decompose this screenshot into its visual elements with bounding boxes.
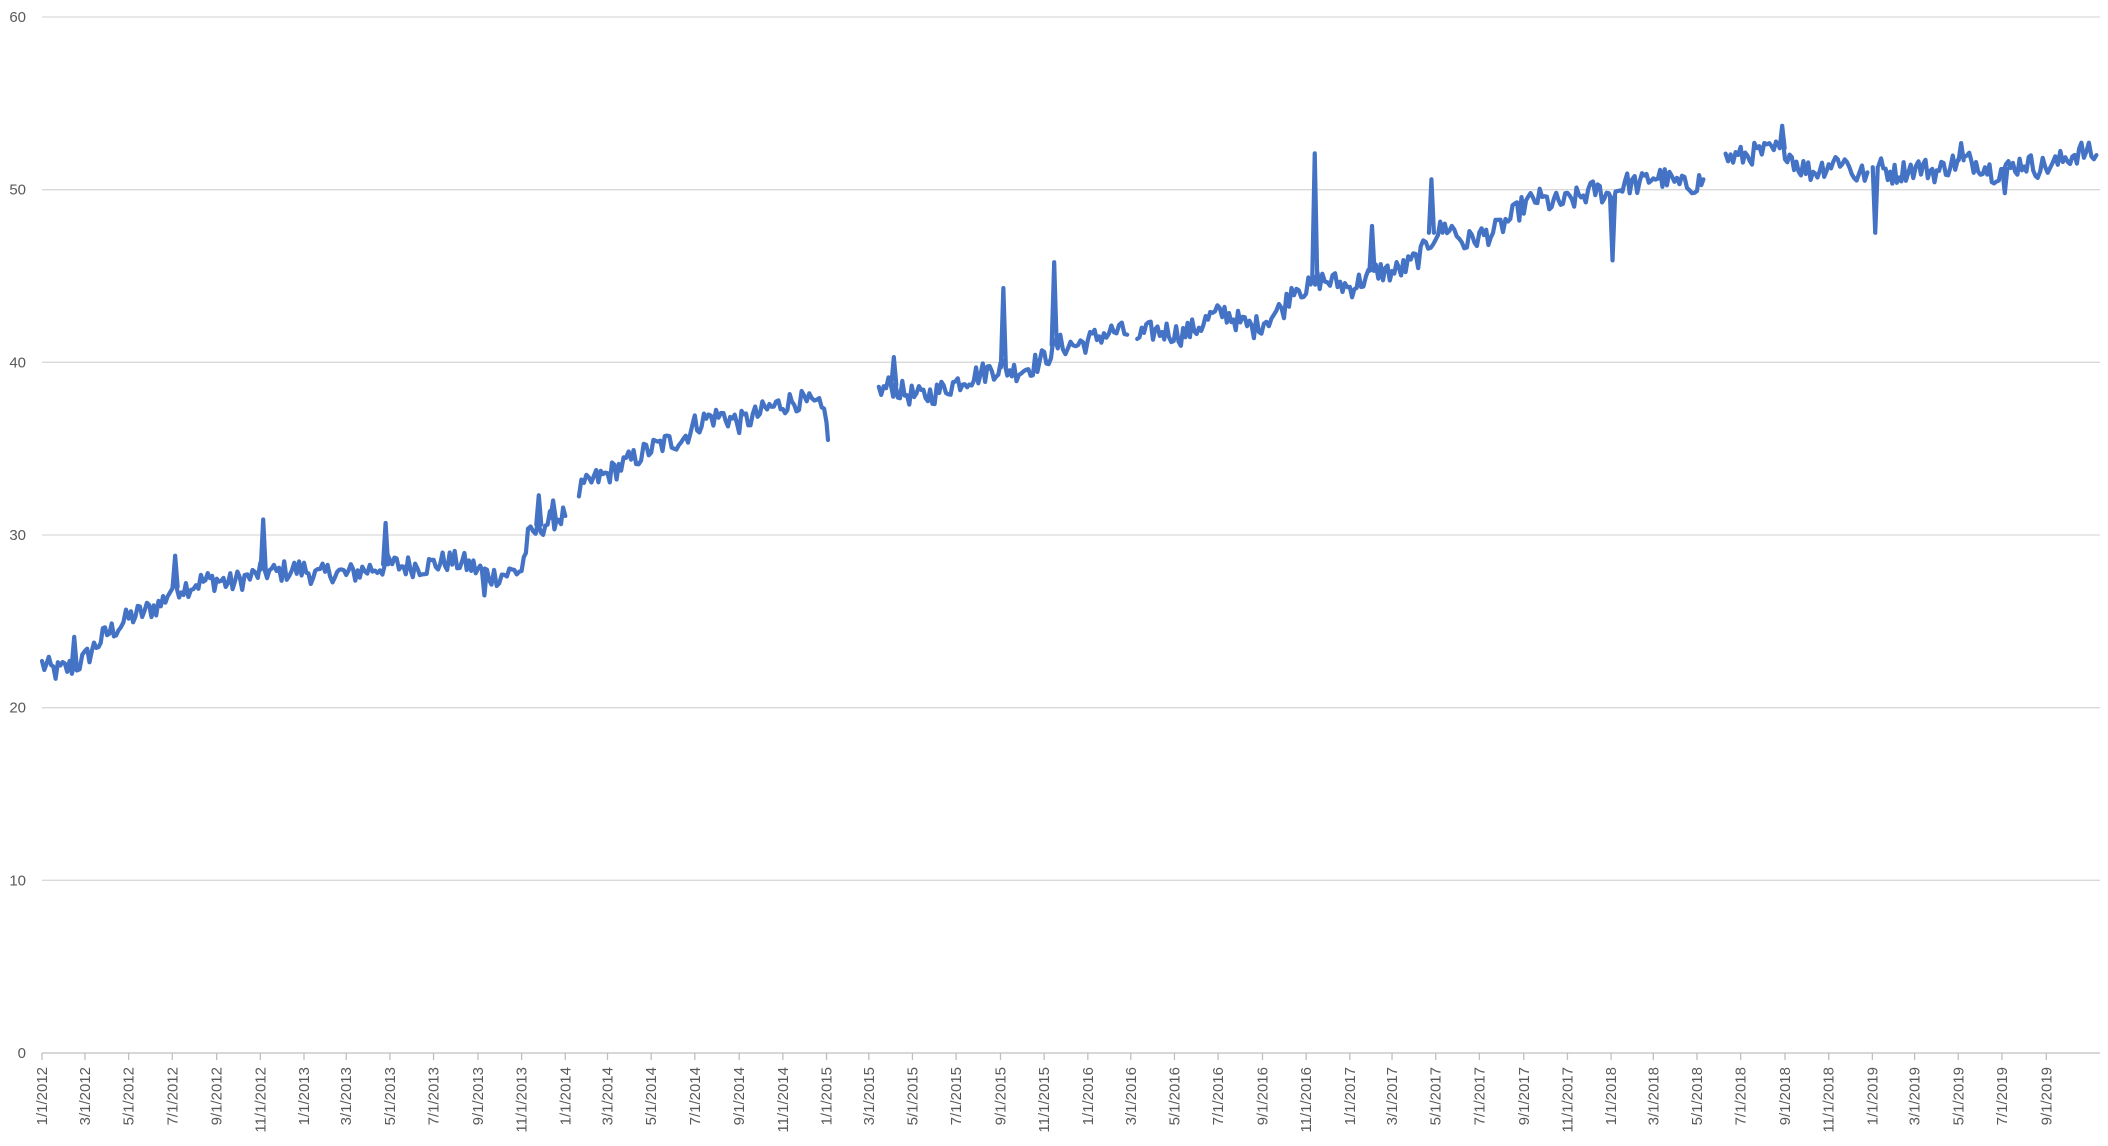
x-tick-label: 9/1/2014 <box>731 1067 748 1125</box>
x-tick-label: 5/1/2013 <box>382 1067 399 1125</box>
series-spike <box>1310 151 1320 282</box>
series-spike <box>258 517 268 572</box>
x-tick-label: 3/1/2016 <box>1123 1067 1140 1125</box>
x-tick-label: 7/1/2018 <box>1733 1067 1750 1125</box>
series-spike <box>998 285 1008 370</box>
y-tick-label: 0 <box>18 1045 26 1062</box>
y-tick-label: 50 <box>9 182 26 199</box>
x-tick-label: 3/1/2014 <box>600 1067 617 1125</box>
series-spike <box>1870 165 1880 235</box>
x-tick-label: 3/1/2018 <box>1645 1067 1662 1125</box>
x-tick-label: 9/1/2016 <box>1254 1067 1271 1125</box>
series-line-segment <box>39 505 568 681</box>
x-tick-label: 7/1/2015 <box>948 1067 965 1125</box>
x-tick-label: 5/1/2012 <box>121 1067 138 1125</box>
series-spike <box>69 634 79 669</box>
x-tick-label: 3/1/2012 <box>77 1067 94 1125</box>
series-line-segment <box>576 388 831 499</box>
series-line-segment <box>1876 140 2099 186</box>
series-spike <box>380 520 391 567</box>
x-tick-label: 1/1/2013 <box>296 1067 313 1125</box>
series-spike <box>1777 123 1787 151</box>
x-tick-label: 5/1/2019 <box>1950 1067 1967 1125</box>
x-tick-label: 7/1/2016 <box>1210 1067 1227 1125</box>
series-spike <box>479 567 489 598</box>
y-tick-label: 40 <box>9 354 26 371</box>
y-tick-label: 10 <box>9 872 26 889</box>
gridlines <box>42 16 2100 881</box>
x-tick-label: 3/1/2017 <box>1384 1067 1401 1125</box>
x-tick-label: 7/1/2013 <box>426 1067 443 1125</box>
series-spike <box>2000 166 2010 196</box>
x-tick-label: 11/1/2016 <box>1298 1067 1315 1133</box>
y-tick-label: 60 <box>9 9 26 26</box>
x-tick-label: 11/1/2013 <box>514 1067 531 1133</box>
x-tick-label: 11/1/2012 <box>252 1067 269 1133</box>
x-tick-label: 11/1/2018 <box>1821 1067 1838 1133</box>
x-axis: 1/1/2012 3/1/2012 5/1/2012 7/1/2012 9/1/2012… <box>34 1052 2100 1133</box>
y-tick-label: 30 <box>9 527 26 544</box>
x-tick-label: 1/1/2015 <box>819 1067 836 1125</box>
series-spike <box>1956 140 1966 163</box>
x-tick-label: 5/1/2017 <box>1428 1067 1445 1125</box>
series-spike <box>1367 223 1377 273</box>
series-spike <box>1426 177 1437 235</box>
x-tick-label: 9/1/2019 <box>2038 1067 2055 1125</box>
x-tick-label: 1/1/2017 <box>1342 1067 1359 1125</box>
series-spike <box>548 498 558 520</box>
x-tick-label: 7/1/2019 <box>1994 1067 2011 1125</box>
x-tick-label: 1/1/2019 <box>1864 1067 1881 1125</box>
x-tick-label: 3/1/2015 <box>861 1067 878 1125</box>
x-tick-label: 7/1/2017 <box>1471 1067 1488 1125</box>
y-tick-label: 20 <box>9 700 26 717</box>
x-tick-label: 1/1/2016 <box>1080 1067 1097 1125</box>
x-tick-label: 5/1/2018 <box>1689 1067 1706 1125</box>
series-line-segment <box>1135 167 1706 348</box>
series-spike <box>889 355 899 387</box>
series-spike <box>1607 194 1618 263</box>
x-tick-label: 11/1/2015 <box>1036 1067 1053 1133</box>
series-spike <box>534 493 544 527</box>
x-tick-label: 5/1/2014 <box>643 1067 660 1125</box>
x-tick-label: 1/1/2014 <box>557 1067 574 1125</box>
x-tick-label: 1/1/2018 <box>1603 1067 1620 1125</box>
x-tick-label: 9/1/2012 <box>209 1067 226 1125</box>
y-axis: 0 10 20 30 40 50 60 <box>9 9 26 1062</box>
x-tick-label: 9/1/2015 <box>992 1067 1009 1125</box>
series-spike <box>170 553 180 589</box>
x-tick-label: 7/1/2014 <box>687 1067 704 1125</box>
x-tick-label: 11/1/2017 <box>1559 1067 1576 1133</box>
series-spike <box>1049 260 1059 348</box>
x-tick-label: 9/1/2018 <box>1777 1067 1794 1125</box>
series-line-segment <box>1723 137 1870 183</box>
x-tick-label: 9/1/2017 <box>1516 1067 1533 1125</box>
x-tick-label: 5/1/2016 <box>1166 1067 1183 1125</box>
x-tick-label: 7/1/2012 <box>164 1067 181 1125</box>
x-tick-label: 3/1/2019 <box>1907 1067 1924 1125</box>
x-tick-label: 1/1/2012 <box>34 1067 51 1125</box>
x-tick-label: 11/1/2014 <box>775 1067 792 1133</box>
plot-area <box>39 123 2099 681</box>
x-tick-label: 5/1/2015 <box>904 1067 921 1125</box>
x-tick-label: 9/1/2013 <box>470 1067 487 1125</box>
x-tick-label: 3/1/2013 <box>338 1067 355 1125</box>
